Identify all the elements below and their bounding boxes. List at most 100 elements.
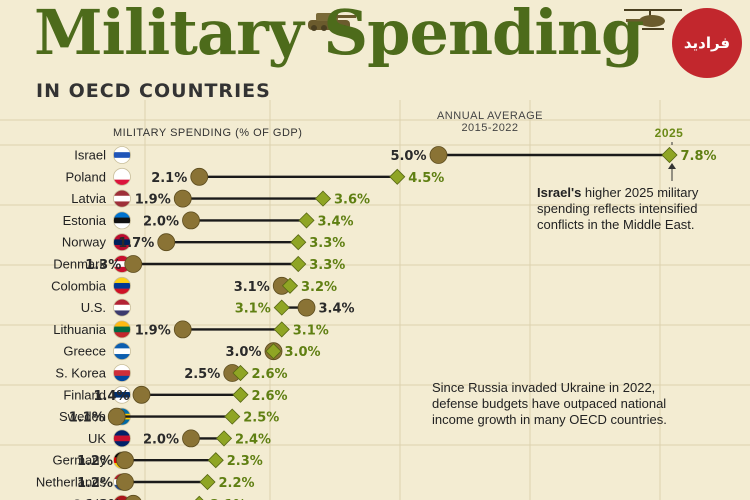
country-label-latvia: Latvia xyxy=(71,191,106,206)
tank-icon xyxy=(308,13,356,31)
country-label-netherlands: Netherlands xyxy=(36,475,107,490)
baseline-column-header: ANNUAL AVERAGE 2015-2022 xyxy=(425,110,555,134)
marker-2025-netherlands xyxy=(199,473,216,491)
value-avg-u-s: 3.4% xyxy=(319,302,355,317)
flag-icon-uk xyxy=(113,429,131,448)
russia-note: Since Russia invaded Ukraine in 2022, de… xyxy=(432,380,732,428)
country-label-uk: UK xyxy=(88,431,106,446)
value-2025-colombia: 3.2% xyxy=(301,280,337,295)
marker-avg-israel xyxy=(429,146,448,164)
russia-note-line3: income growth in many OECD countries. xyxy=(432,412,667,427)
value-avg-finland: 1.4% xyxy=(93,389,129,404)
marker-2025-norway xyxy=(290,234,307,251)
israel-note-rest: higher 2025 military xyxy=(581,185,699,200)
country-label-lithuania: Lithuania xyxy=(53,322,107,337)
flag-icon-spain xyxy=(113,494,131,500)
value-avg-sweden: 1.1% xyxy=(69,411,105,426)
israel-note-line2: spending reflects intensified xyxy=(537,201,698,216)
value-2025-latvia: 3.6% xyxy=(334,193,370,208)
helicopter-icon xyxy=(624,9,682,30)
country-label-colombia: Colombia xyxy=(51,278,107,293)
marker-2025-finland xyxy=(232,386,249,403)
israel-note-line3: conflicts in the Middle East. xyxy=(537,217,695,232)
flag-icon-u-s xyxy=(113,298,131,317)
y-axis-label: MILITARY SPENDING (% OF GDP) xyxy=(113,127,303,139)
value-avg-uk: 2.0% xyxy=(143,432,179,447)
flag-icon-poland xyxy=(113,167,131,186)
country-label-denmark: Denmark xyxy=(53,257,106,272)
marker-2025-u-s xyxy=(273,299,290,316)
country-label-greece: Greece xyxy=(63,344,106,359)
russia-note-line2: defense budgets have outpaced national xyxy=(432,396,667,411)
country-label-israel: Israel xyxy=(74,148,106,163)
value-2025-uk: 2.4% xyxy=(235,432,271,447)
value-2025-lithuania: 3.1% xyxy=(293,323,329,338)
value-avg-lithuania: 1.9% xyxy=(135,323,171,338)
flag-icon-latvia xyxy=(113,189,131,208)
marker-avg-uk xyxy=(182,429,200,448)
marker-2025-denmark xyxy=(290,255,307,273)
value-avg-germany: 1.2% xyxy=(77,454,113,469)
value-avg-s-korea: 2.5% xyxy=(184,367,220,382)
value-2025-israel: 7.8% xyxy=(681,149,717,164)
value-avg-israel: 5.0% xyxy=(390,149,426,164)
flag-icon-greece xyxy=(113,342,131,361)
marker-avg-latvia xyxy=(173,189,192,208)
current-column-header: 2025 xyxy=(654,126,684,140)
marker-avg-poland xyxy=(190,167,209,186)
marker-2025-colombia xyxy=(281,277,299,294)
marker-avg-spain xyxy=(125,494,142,500)
marker-avg-estonia xyxy=(182,211,200,230)
value-2025-poland: 4.5% xyxy=(408,171,444,186)
baseline-label-line2: 2015-2022 xyxy=(461,122,519,134)
flag-icon-lithuania xyxy=(113,320,131,339)
russia-note-line1: Since Russia invaded Ukraine in 2022, xyxy=(432,380,656,395)
country-label-germany: Germany xyxy=(53,453,107,468)
country-label-finland: Finland xyxy=(63,387,106,402)
baseline-label-line1: ANNUAL AVERAGE xyxy=(436,110,544,122)
value-2025-germany: 2.3% xyxy=(227,454,263,469)
marker-avg-sweden xyxy=(107,407,126,426)
flag-icon-israel xyxy=(113,146,131,164)
israel-note: Israel's higher 2025 military spending r… xyxy=(537,185,747,233)
value-avg-greece: 3.0% xyxy=(225,345,261,360)
marker-2025-spain xyxy=(194,495,204,500)
country-label-spain: Spain xyxy=(73,496,106,500)
value-avg-norway: 1.7% xyxy=(118,236,154,251)
value-avg-colombia: 3.1% xyxy=(234,280,270,295)
country-label-s-korea: S. Korea xyxy=(55,366,106,381)
marker-2025-israel xyxy=(661,146,678,164)
note-arrow-head xyxy=(668,163,676,169)
value-2025-netherlands: 2.2% xyxy=(219,476,255,491)
marker-2025-sweden xyxy=(224,408,241,425)
page-subtitle: IN OECD COUNTRIES xyxy=(36,80,271,102)
marker-2025-greece xyxy=(265,343,282,360)
marker-2025-uk xyxy=(215,430,233,447)
marker-2025-poland xyxy=(389,168,406,185)
flag-icon-s-korea xyxy=(113,364,131,382)
page-title: Military Spending xyxy=(34,0,644,69)
country-label-norway: Norway xyxy=(62,235,107,250)
marker-2025-estonia xyxy=(298,212,315,229)
value-avg-spain: 1.3% xyxy=(85,498,121,500)
marker-2025-latvia xyxy=(314,190,332,207)
value-avg-latvia: 1.9% xyxy=(135,193,171,208)
marker-avg-denmark xyxy=(124,255,143,273)
marker-avg-germany xyxy=(116,451,134,470)
country-label-estonia: Estonia xyxy=(63,213,107,228)
value-2025-sweden: 2.5% xyxy=(243,411,279,426)
marker-avg-norway xyxy=(157,233,176,252)
flag-icon-norway xyxy=(113,233,131,252)
value-avg-poland: 2.1% xyxy=(151,171,187,186)
flag-icon-estonia xyxy=(113,211,131,230)
publisher-logo: فرادید xyxy=(672,8,742,78)
flag-icon-colombia xyxy=(113,276,131,295)
value-2025-s-korea: 2.6% xyxy=(252,367,288,382)
value-2025-estonia: 3.4% xyxy=(318,214,354,229)
value-2025-greece: 3.0% xyxy=(285,345,321,360)
israel-note-bold: Israel's xyxy=(537,185,582,200)
value-2025-norway: 3.3% xyxy=(309,236,345,251)
marker-avg-lithuania xyxy=(173,320,192,339)
marker-2025-lithuania xyxy=(273,321,290,338)
